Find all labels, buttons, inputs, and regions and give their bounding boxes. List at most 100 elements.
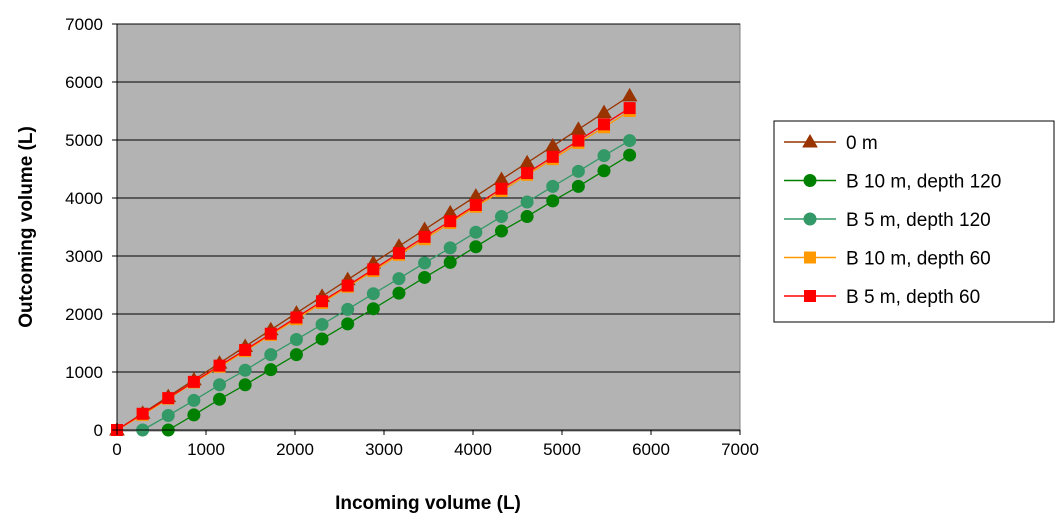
x-tick-label: 0: [112, 440, 121, 459]
data-point: [136, 407, 149, 420]
data-point: [187, 375, 200, 388]
data-point: [623, 102, 636, 115]
data-point: [264, 348, 278, 362]
data-point: [290, 311, 303, 324]
legend: 0 m B 10 m, depth 120 B 5 m, depth 120 B 10…: [773, 120, 1055, 323]
data-point: [341, 317, 355, 331]
data-point: [289, 348, 303, 362]
series-2: [136, 134, 637, 437]
legend-label: B 5 m, depth 60: [846, 287, 980, 308]
legend-label: B 10 m, depth 60: [846, 249, 991, 270]
legend-entries: 0 m B 10 m, depth 120 B 5 m, depth 120 B 10…: [784, 133, 1001, 308]
data-point: [520, 210, 534, 224]
data-point: [418, 230, 431, 243]
data-point: [443, 241, 457, 255]
x-tick-label: 1000: [187, 440, 225, 459]
data-point: [597, 164, 611, 178]
legend-marker: [804, 290, 816, 302]
data-point: [495, 182, 508, 195]
x-tick-label: 6000: [632, 440, 670, 459]
y-tick-label: 7000: [65, 15, 103, 34]
data-point: [494, 210, 508, 224]
data-point: [392, 272, 406, 286]
data-point: [187, 393, 201, 407]
data-point: [443, 255, 457, 269]
data-point: [316, 295, 329, 308]
x-tick-label: 2000: [276, 440, 314, 459]
data-point: [623, 134, 637, 148]
data-point: [187, 408, 201, 422]
legend-entry: B 5 m, depth 120: [784, 210, 991, 231]
data-point: [494, 224, 508, 238]
data-point: [469, 240, 483, 254]
data-point: [367, 263, 380, 276]
data-point: [598, 118, 611, 131]
data-point: [264, 363, 278, 377]
y-ticks: 0 1000 2000 3000 4000 5000 6000 7000: [65, 15, 117, 440]
data-point: [520, 195, 534, 209]
data-point: [213, 378, 227, 392]
data-point: [366, 287, 380, 301]
x-tick-label: 3000: [365, 440, 403, 459]
legend-marker: [802, 134, 818, 148]
data-point: [571, 164, 585, 178]
data-point: [570, 121, 587, 135]
legend-entry: B 10 m, depth 120: [784, 172, 1001, 193]
data-point: [392, 247, 405, 260]
legend-marker: [803, 212, 817, 226]
data-point: [521, 167, 534, 180]
data-point: [213, 392, 227, 406]
data-point: [469, 198, 482, 211]
legend-label: 0 m: [846, 133, 878, 154]
y-tick-label: 0: [94, 421, 103, 440]
data-point: [239, 343, 252, 356]
axes: [116, 24, 740, 431]
data-point: [418, 270, 432, 284]
legend-label: B 5 m, depth 120: [846, 210, 991, 231]
legend-box: [773, 120, 1055, 323]
y-axis-title: Outcoming volume (L): [16, 126, 37, 328]
data-point: [392, 286, 406, 300]
data-point: [572, 134, 585, 147]
x-tick-label: 4000: [454, 440, 492, 459]
data-point: [162, 392, 175, 405]
legend-entry: B 5 m, depth 60: [784, 287, 980, 308]
data-point: [315, 317, 329, 331]
x-tick-label: 5000: [543, 440, 581, 459]
data-point: [315, 332, 329, 346]
data-point: [444, 215, 457, 228]
data-point: [546, 179, 560, 193]
data-point: [596, 104, 612, 119]
legend-entry: B 10 m, depth 60: [784, 249, 991, 270]
y-tick-label: 1000: [65, 363, 103, 382]
data-point: [161, 409, 175, 422]
data-point: [264, 327, 277, 340]
x-ticks: 0 1000 2000 3000 4000 5000 6000 7000: [112, 430, 759, 459]
data-point: [341, 279, 354, 292]
x-tick-label: 7000: [721, 440, 759, 459]
data-point: [571, 179, 585, 193]
y-tick-label: 4000: [65, 189, 103, 208]
data-point: [546, 194, 560, 208]
series-1: [161, 148, 637, 437]
data-point: [418, 256, 432, 270]
y-tick-label: 2000: [65, 305, 103, 324]
y-tick-label: 6000: [65, 73, 103, 92]
data-point: [238, 363, 252, 377]
legend-entry: 0 m: [784, 133, 878, 154]
data-point: [289, 333, 303, 347]
data-point: [366, 302, 380, 316]
x-axis-title: Incoming volume (L): [335, 493, 521, 514]
series-4: [111, 102, 636, 436]
y-tick-label: 3000: [65, 247, 103, 266]
data-point: [546, 150, 559, 163]
data-point: [341, 302, 355, 316]
legend-label: B 10 m, depth 120: [846, 172, 1001, 193]
data-point: [469, 225, 483, 239]
legend-marker: [803, 174, 817, 187]
data-point: [623, 148, 637, 162]
data-point: [597, 149, 611, 163]
y-tick-label: 5000: [65, 131, 103, 150]
data-point: [213, 359, 226, 372]
